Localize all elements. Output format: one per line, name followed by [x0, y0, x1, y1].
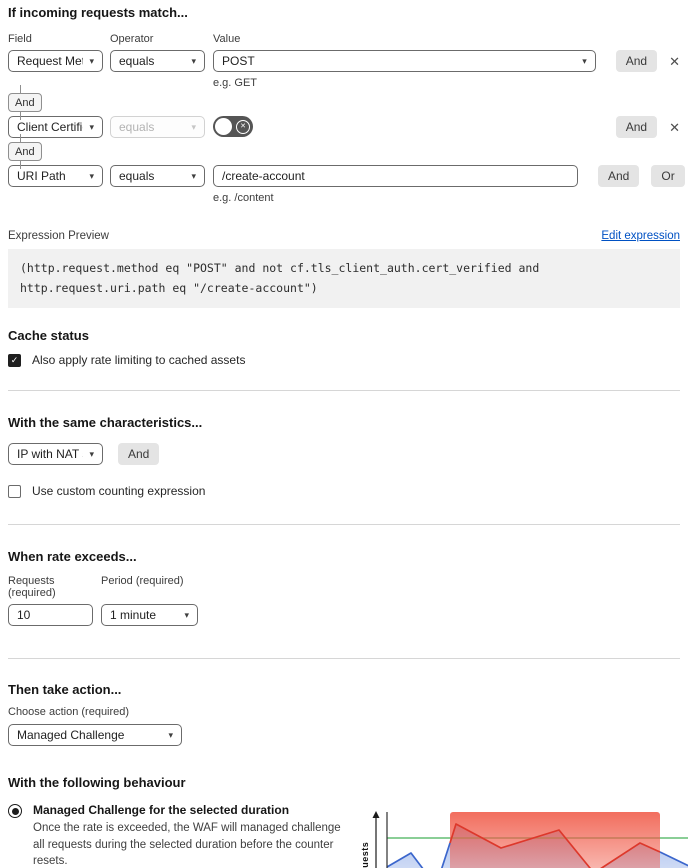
row-actions-2: And ✕ [604, 116, 680, 138]
behaviour-option-duration: Managed Challenge for the selected durat… [8, 803, 360, 868]
requests-input[interactable]: 10 [8, 604, 93, 627]
requests-line-action [449, 823, 661, 868]
requests-over-time-chart: Requests Action duration Time [360, 811, 688, 868]
requests-label: Requests (required) [8, 575, 56, 600]
rate-inputs: 10 1 minute ▾ [8, 604, 680, 627]
condition-row-2: Client Certific... ▾ equals ▾ ✕ And ✕ [8, 116, 680, 138]
connector-and-chip[interactable]: And [8, 93, 42, 112]
behaviour-title: With the following behaviour [8, 775, 186, 791]
add-and-condition-button[interactable]: And [598, 165, 640, 187]
custom-counting-checkbox[interactable] [8, 484, 21, 498]
y-axis-arrowhead [372, 811, 380, 819]
chevron-down-icon: ▾ [191, 170, 196, 181]
cache-checkbox-label: Also apply rate limiting to cached asset… [32, 353, 246, 368]
condition-row-3: URI Path ▾ equals ▾ /create-account e.g.… [8, 165, 685, 204]
custom-counting-row: Use custom counting expression [8, 484, 680, 498]
value-column-1: POST ▾ e.g. GET [213, 50, 596, 89]
chevron-down-icon: ▾ [191, 55, 196, 66]
period-label: Period (required) [101, 575, 184, 588]
connector-and-2: And [8, 134, 680, 169]
choose-action-label: Choose action (required) [8, 706, 130, 719]
connector-and-chip[interactable]: And [8, 142, 42, 161]
cache-status-title: Cache status [8, 328, 89, 344]
chevron-down-icon: ▾ [89, 121, 94, 132]
action-select[interactable]: Managed Challenge ▾ [8, 724, 182, 747]
chevron-down-icon: ▾ [582, 55, 587, 66]
remove-condition-icon[interactable]: ✕ [669, 119, 680, 135]
characteristics-title: With the same characteristics... [8, 415, 203, 431]
add-or-condition-button[interactable]: Or [651, 165, 685, 187]
chevron-down-icon: ▾ [89, 55, 94, 66]
chevron-down-icon: ▾ [89, 448, 94, 459]
requests-line-normal [659, 851, 688, 867]
duration-radio[interactable] [8, 804, 22, 819]
field-select-3[interactable]: URI Path ▾ [8, 165, 103, 187]
behaviour-chart: Requests Action duration Time [360, 808, 688, 868]
value-hint-1: e.g. GET [213, 77, 258, 89]
rate-labels: Requests (required) Period (required) [8, 575, 680, 599]
expression-preview-header: Expression Preview Edit expression [8, 230, 680, 242]
connector-and-1: And [8, 85, 680, 120]
action-title: Then take action... [8, 682, 122, 698]
operator-select-1[interactable]: equals ▾ [110, 50, 205, 72]
operator-column-label: Operator [110, 33, 154, 45]
chevron-down-icon: ▾ [168, 729, 173, 740]
operator-select-2-disabled: equals ▾ [110, 116, 205, 138]
condition-row-1: Request Meth... ▾ equals ▾ POST ▾ e.g. G… [8, 50, 680, 89]
action-duration-region [450, 812, 660, 868]
expression-code: (http.request.method eq "POST" and not c… [8, 249, 680, 309]
row-actions-1: And ✕ [604, 50, 680, 72]
condition-column-labels: Field Operator Value [8, 33, 680, 45]
value-hint-3: e.g. /content [213, 192, 274, 204]
operator-select-3[interactable]: equals ▾ [110, 165, 205, 187]
section-divider [8, 524, 680, 526]
toggle-off-x-icon: ✕ [236, 119, 250, 134]
add-characteristic-and-button[interactable]: And [118, 443, 160, 466]
remove-condition-icon[interactable]: ✕ [669, 53, 680, 69]
cache-checkbox-row: ✓ Also apply rate limiting to cached ass… [8, 353, 680, 367]
characteristic-select[interactable]: IP with NAT s... ▾ [8, 443, 103, 466]
cert-verified-toggle[interactable]: ✕ [213, 116, 253, 137]
requests-line-normal [386, 842, 451, 868]
chart-ylabel: Requests [360, 842, 370, 868]
field-column-label: Field [8, 33, 32, 45]
cached-assets-checkbox[interactable]: ✓ [8, 353, 21, 367]
add-and-condition-button[interactable]: And [615, 116, 658, 138]
behaviour-options: Managed Challenge for the selected durat… [8, 803, 360, 868]
match-section-title: If incoming requests match... [8, 5, 188, 20]
section-divider [8, 390, 680, 392]
section-divider [8, 658, 680, 660]
chevron-down-icon: ▾ [89, 170, 94, 181]
field-select-1[interactable]: Request Meth... ▾ [8, 50, 103, 72]
add-and-condition-button[interactable]: And [615, 50, 658, 72]
row-actions-3: And Or ✕ [586, 165, 688, 187]
duration-option-title: Managed Challenge for the selected durat… [33, 803, 290, 818]
chevron-down-icon: ▾ [191, 121, 196, 132]
rate-title: When rate exceeds... [8, 549, 137, 565]
edit-expression-link[interactable]: Edit expression [601, 230, 680, 242]
chevron-down-icon: ▾ [184, 609, 189, 620]
characteristics-row: IP with NAT s... ▾ And [8, 443, 680, 466]
period-select[interactable]: 1 minute ▾ [101, 604, 198, 627]
expression-preview-label: Expression Preview [8, 230, 109, 242]
custom-counting-label: Use custom counting expression [32, 484, 206, 499]
behaviour-section: Managed Challenge for the selected durat… [8, 803, 688, 868]
toggle-knob [215, 118, 232, 135]
value-column-label: Value [213, 33, 241, 45]
value-column-3: /create-account e.g. /content [213, 165, 578, 204]
check-icon: ✓ [10, 354, 19, 365]
value-input-3[interactable]: /create-account [213, 165, 578, 187]
value-select-1[interactable]: POST ▾ [213, 50, 596, 72]
field-select-2[interactable]: Client Certific... ▾ [8, 116, 103, 138]
duration-option-description: Once the rate is exceeded, the WAF will … [33, 822, 341, 868]
